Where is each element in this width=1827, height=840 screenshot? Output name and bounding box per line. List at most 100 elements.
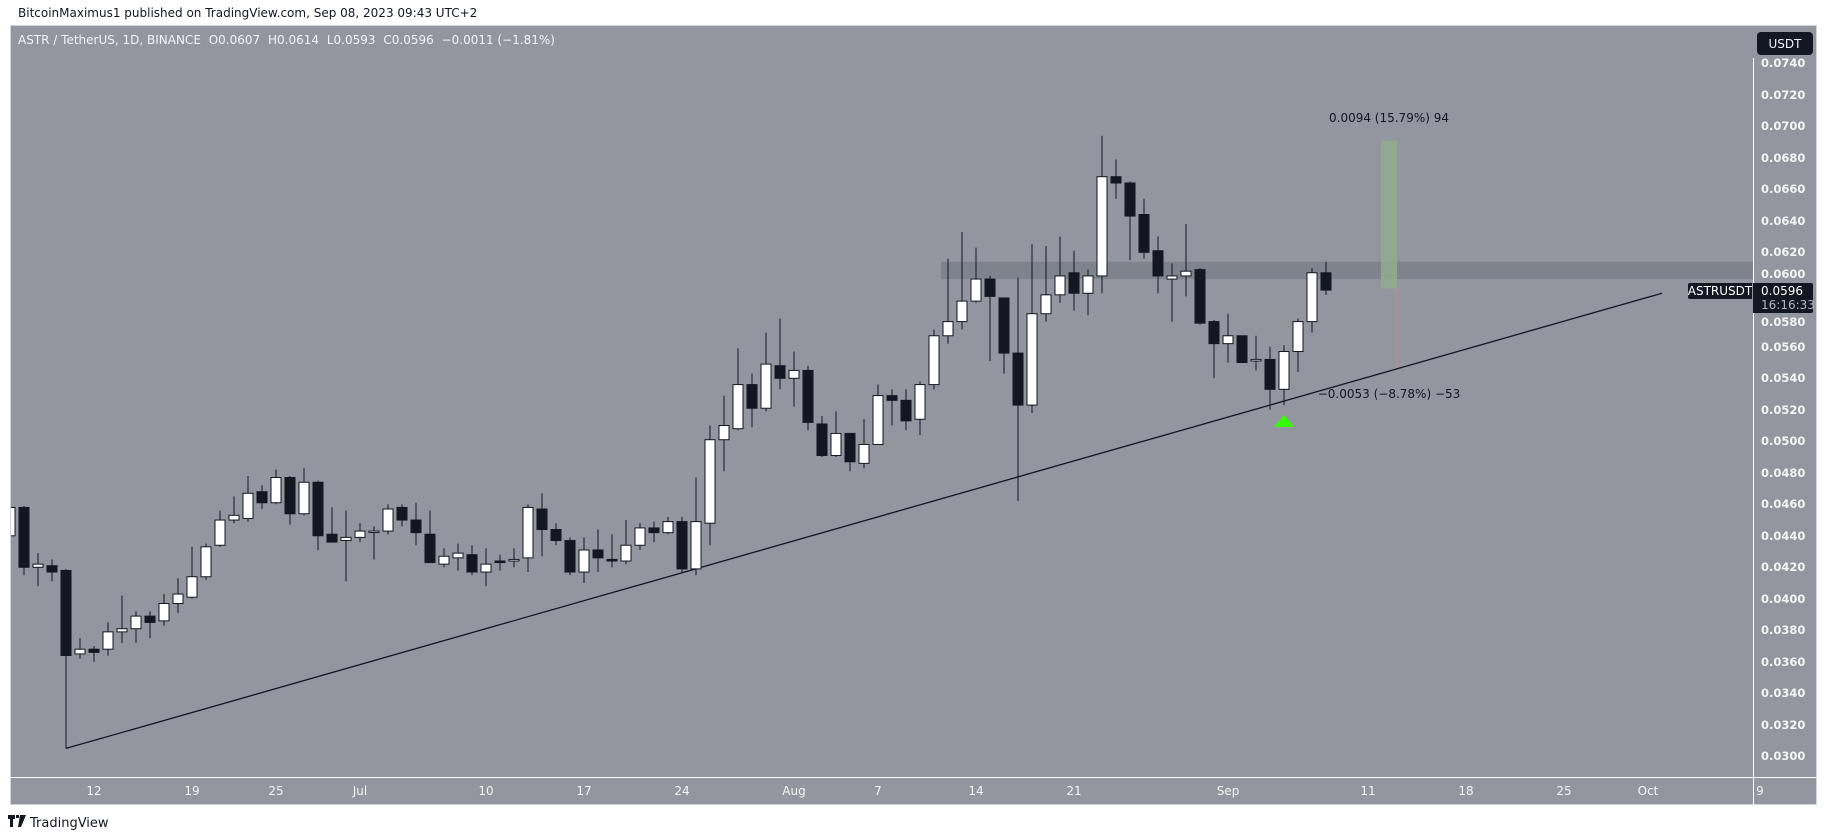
support-trendline [65, 292, 1663, 750]
candle-up [1292, 321, 1304, 353]
last-price-label: 0.0596 16:16:33 [1753, 283, 1815, 313]
candle-up [662, 521, 674, 534]
tradingview-logo[interactable]: TradingView [8, 815, 109, 831]
candle-up [1222, 335, 1234, 345]
price-tick-label: 0.0380 [1761, 623, 1806, 638]
last-price-value: 0.0596 [1761, 284, 1803, 298]
currency-button[interactable]: USDT [1757, 32, 1813, 55]
candle-up [186, 576, 198, 598]
price-tick-label: 0.0540 [1761, 371, 1806, 386]
candle-up [480, 563, 492, 573]
candle-down [1138, 214, 1150, 253]
candle-up [928, 335, 940, 386]
candle-up [690, 521, 702, 570]
candle-up [214, 519, 226, 546]
time-tick-label: 9 [1756, 784, 1764, 798]
candle-up [452, 552, 464, 559]
stop-measure-label: −0.0053 (−8.78%) −53 [1317, 387, 1461, 401]
candle-down [998, 297, 1010, 354]
symbol-title: ASTR / TetherUS, 1D, BINANCE [18, 33, 201, 47]
price-tick-label: 0.0700 [1761, 119, 1806, 134]
candle-down [802, 369, 814, 423]
price-tick-label: 0.0720 [1761, 87, 1806, 102]
candle-down [746, 384, 758, 409]
time-tick-label: Jul [352, 784, 368, 798]
candle-down [312, 481, 324, 537]
candle-down [1124, 182, 1136, 217]
candle-down [1152, 250, 1164, 277]
time-tick-label: 18 [1458, 784, 1474, 798]
candle-down [46, 565, 58, 573]
candle-up [872, 395, 884, 445]
ohlc-close: C0.0596 [383, 33, 434, 47]
candle-up [942, 321, 954, 337]
candle-up [788, 369, 800, 379]
candle-up [1054, 275, 1066, 296]
time-axis-divider [10, 777, 1817, 778]
candle-down [60, 569, 72, 657]
price-tick-label: 0.0660 [1761, 182, 1806, 197]
candle-up [1278, 351, 1290, 390]
candle-down [1320, 272, 1332, 291]
candle-up [382, 508, 394, 532]
candle-up [1306, 272, 1318, 323]
candle-up [298, 481, 310, 515]
price-tick-label: 0.0520 [1761, 402, 1806, 417]
candle-up [970, 278, 982, 302]
candle-down [900, 399, 912, 422]
candle-down [256, 491, 268, 504]
candle-up [200, 546, 212, 578]
time-tick-label: 25 [1556, 784, 1572, 798]
time-tick-label: 25 [268, 784, 284, 798]
price-axis-divider [1753, 58, 1754, 805]
candle-down [466, 554, 478, 573]
candle-down [88, 648, 100, 653]
candle-down [326, 533, 338, 543]
publish-info: BitcoinMaximus1 published on TradingView… [18, 6, 478, 20]
candle-up [1166, 275, 1178, 280]
candle-up [172, 593, 184, 605]
candle-up [830, 432, 842, 456]
time-tick-label: Aug [782, 784, 806, 798]
price-tick-label: 0.0580 [1761, 315, 1806, 329]
price-tick-label: 0.0460 [1761, 497, 1806, 512]
candle-down [592, 549, 604, 559]
time-tick-label: 17 [576, 784, 592, 798]
time-tick-label: 11 [1360, 784, 1376, 798]
candle-up [956, 300, 968, 323]
candle-down [844, 432, 856, 463]
price-tick-label: 0.0300 [1761, 749, 1806, 764]
ohlc-low: L0.0593 [326, 33, 376, 47]
candle-up [11, 506, 16, 537]
time-tick-label: Sep [1216, 784, 1240, 798]
candle-down [816, 423, 828, 456]
price-tick-label: 0.0400 [1761, 591, 1806, 606]
price-tick-label: 0.0740 [1761, 56, 1806, 71]
candle-down [536, 508, 548, 530]
candle-up [116, 628, 128, 633]
time-tick-label: 19 [184, 784, 200, 798]
candle-down [648, 527, 660, 534]
candle-up [1026, 313, 1038, 406]
buy-signal-triangle-icon [1274, 414, 1294, 427]
candle-down [1264, 358, 1276, 390]
target-zone [1381, 140, 1397, 289]
candle-down [1012, 352, 1024, 406]
candle-up [242, 492, 254, 519]
candle-up [914, 384, 926, 420]
chart-panel[interactable] [10, 25, 1817, 805]
candle-down [1236, 335, 1248, 364]
price-tick-label: 0.0480 [1761, 465, 1806, 480]
candle-down [284, 477, 296, 515]
candle-down [984, 278, 996, 297]
candle-up [74, 648, 86, 655]
candle-up [158, 603, 170, 622]
candle-down [494, 560, 506, 564]
price-tick-label: 0.0600 [1761, 267, 1806, 281]
candle-down [564, 540, 576, 573]
tradingview-logo-icon [8, 815, 26, 831]
ohlc-change: −0.0011 (−1.81%) [441, 33, 555, 47]
candle-up [130, 615, 142, 630]
candle-up [634, 527, 646, 546]
